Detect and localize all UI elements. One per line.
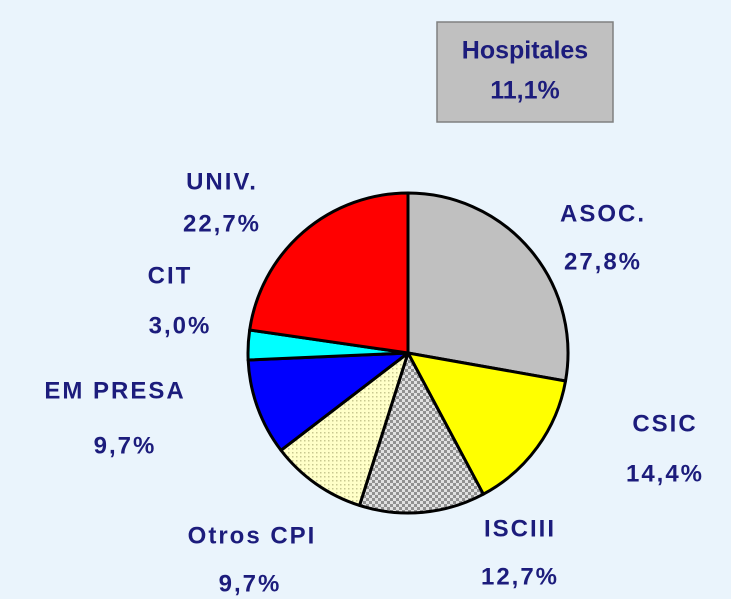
slice-label: CSIC: [632, 410, 697, 437]
slice-value-label: 9,7%: [219, 570, 282, 597]
slice-value-label: 14,4%: [626, 460, 704, 487]
annotation-title: Hospitales: [462, 37, 588, 65]
slice-value-label: 22,7%: [183, 210, 261, 237]
slice-label: UNIV.: [186, 168, 258, 195]
slice-value-label: 27,8%: [564, 248, 642, 275]
annotation-box: Hospitales 11,1%: [436, 21, 614, 123]
slice-value-label: 9,7%: [94, 432, 157, 459]
slice-label: Otros CPI: [188, 522, 317, 549]
slice-label: EM PRESA: [44, 377, 185, 404]
slice-label: ASOC.: [560, 200, 646, 227]
pie-slice: [406, 351, 568, 496]
slice-value-label: 12,7%: [481, 563, 559, 590]
slice-value-label: 3,0%: [149, 312, 212, 339]
pie-slice: [248, 191, 410, 355]
pie-slice: [279, 351, 410, 507]
slice-label: ISCIII: [484, 515, 556, 542]
pie-slice: [358, 351, 485, 515]
pie-slice: [406, 191, 570, 383]
pie-slice: [246, 351, 410, 452]
slice-label: CIT: [148, 262, 193, 289]
annotation-background: [436, 21, 614, 123]
annotation-text: 11,1%: [490, 77, 560, 105]
